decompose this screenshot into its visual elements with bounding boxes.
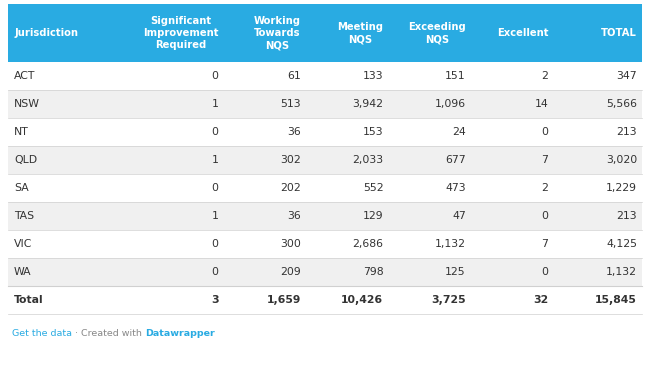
Text: 3: 3 [211, 295, 218, 305]
Text: 47: 47 [452, 211, 466, 221]
Text: 7: 7 [541, 155, 548, 165]
Bar [8, 230, 642, 258]
Text: 2,686: 2,686 [352, 239, 383, 249]
Text: Get the data: Get the data [12, 329, 72, 339]
Text: 129: 129 [363, 211, 384, 221]
Text: 151: 151 [445, 71, 466, 81]
Text: 7: 7 [541, 239, 548, 249]
Text: 5,566: 5,566 [606, 99, 637, 109]
Text: 133: 133 [363, 71, 384, 81]
Text: TOTAL: TOTAL [601, 28, 637, 38]
Text: Total: Total [14, 295, 44, 305]
Text: 473: 473 [445, 183, 466, 193]
Text: 32: 32 [533, 295, 548, 305]
Text: 153: 153 [363, 127, 384, 137]
Text: 202: 202 [280, 183, 301, 193]
Text: Jurisdiction: Jurisdiction [14, 28, 78, 38]
Text: 1,132: 1,132 [435, 239, 466, 249]
Bar [8, 202, 642, 230]
Text: Significant
Improvement
Required: Significant Improvement Required [143, 16, 218, 50]
Text: 1,096: 1,096 [435, 99, 466, 109]
Text: · Created with: · Created with [72, 329, 145, 339]
Text: 0: 0 [541, 127, 548, 137]
Text: 677: 677 [445, 155, 466, 165]
Text: TAS: TAS [14, 211, 34, 221]
Text: 2: 2 [541, 71, 548, 81]
Text: 3,725: 3,725 [431, 295, 466, 305]
Text: NSW: NSW [14, 99, 40, 109]
Text: SA: SA [14, 183, 29, 193]
Bar [8, 90, 642, 118]
Text: 24: 24 [452, 127, 466, 137]
Bar [8, 286, 642, 314]
Text: 2,033: 2,033 [352, 155, 383, 165]
Text: Working
Towards
NQS: Working Towards NQS [254, 16, 301, 50]
Text: 1,132: 1,132 [606, 267, 637, 277]
Text: 302: 302 [280, 155, 301, 165]
Text: ACT: ACT [14, 71, 35, 81]
Text: 0: 0 [211, 239, 218, 249]
Text: 0: 0 [211, 267, 218, 277]
Text: 513: 513 [280, 99, 301, 109]
Text: Excellent: Excellent [497, 28, 548, 38]
Text: 3,942: 3,942 [352, 99, 383, 109]
Text: 4,125: 4,125 [606, 239, 637, 249]
Text: 61: 61 [287, 71, 301, 81]
Text: VIC: VIC [14, 239, 32, 249]
Text: NT: NT [14, 127, 29, 137]
Bar [8, 174, 642, 202]
Text: 213: 213 [616, 211, 637, 221]
Text: 798: 798 [363, 267, 384, 277]
Bar [8, 258, 642, 286]
Text: 14: 14 [534, 99, 548, 109]
Text: 125: 125 [445, 267, 466, 277]
Text: 0: 0 [211, 71, 218, 81]
Text: 2: 2 [541, 183, 548, 193]
Text: 209: 209 [280, 267, 301, 277]
Text: Meeting
NQS: Meeting NQS [337, 22, 384, 44]
Text: 552: 552 [363, 183, 384, 193]
Text: 0: 0 [211, 183, 218, 193]
Text: 1: 1 [212, 211, 218, 221]
Text: 36: 36 [287, 127, 301, 137]
Text: 0: 0 [541, 211, 548, 221]
Text: 36: 36 [287, 211, 301, 221]
Text: 1,229: 1,229 [606, 183, 637, 193]
Text: 1: 1 [212, 155, 218, 165]
Text: WA: WA [14, 267, 32, 277]
Text: 1,659: 1,659 [266, 295, 301, 305]
Text: 1: 1 [212, 99, 218, 109]
Bar [8, 62, 642, 90]
Text: Datawrapper: Datawrapper [145, 329, 214, 339]
Text: 213: 213 [616, 127, 637, 137]
Text: 300: 300 [280, 239, 301, 249]
Text: 10,426: 10,426 [341, 295, 383, 305]
Text: Exceeding
NQS: Exceeding NQS [408, 22, 466, 44]
Bar [8, 146, 642, 174]
Text: 0: 0 [211, 127, 218, 137]
Text: 3,020: 3,020 [606, 155, 637, 165]
Bar [8, 118, 642, 146]
Text: 15,845: 15,845 [595, 295, 637, 305]
Text: 0: 0 [541, 267, 548, 277]
Text: QLD: QLD [14, 155, 37, 165]
Text: 347: 347 [616, 71, 637, 81]
Bar [8, 4, 642, 62]
